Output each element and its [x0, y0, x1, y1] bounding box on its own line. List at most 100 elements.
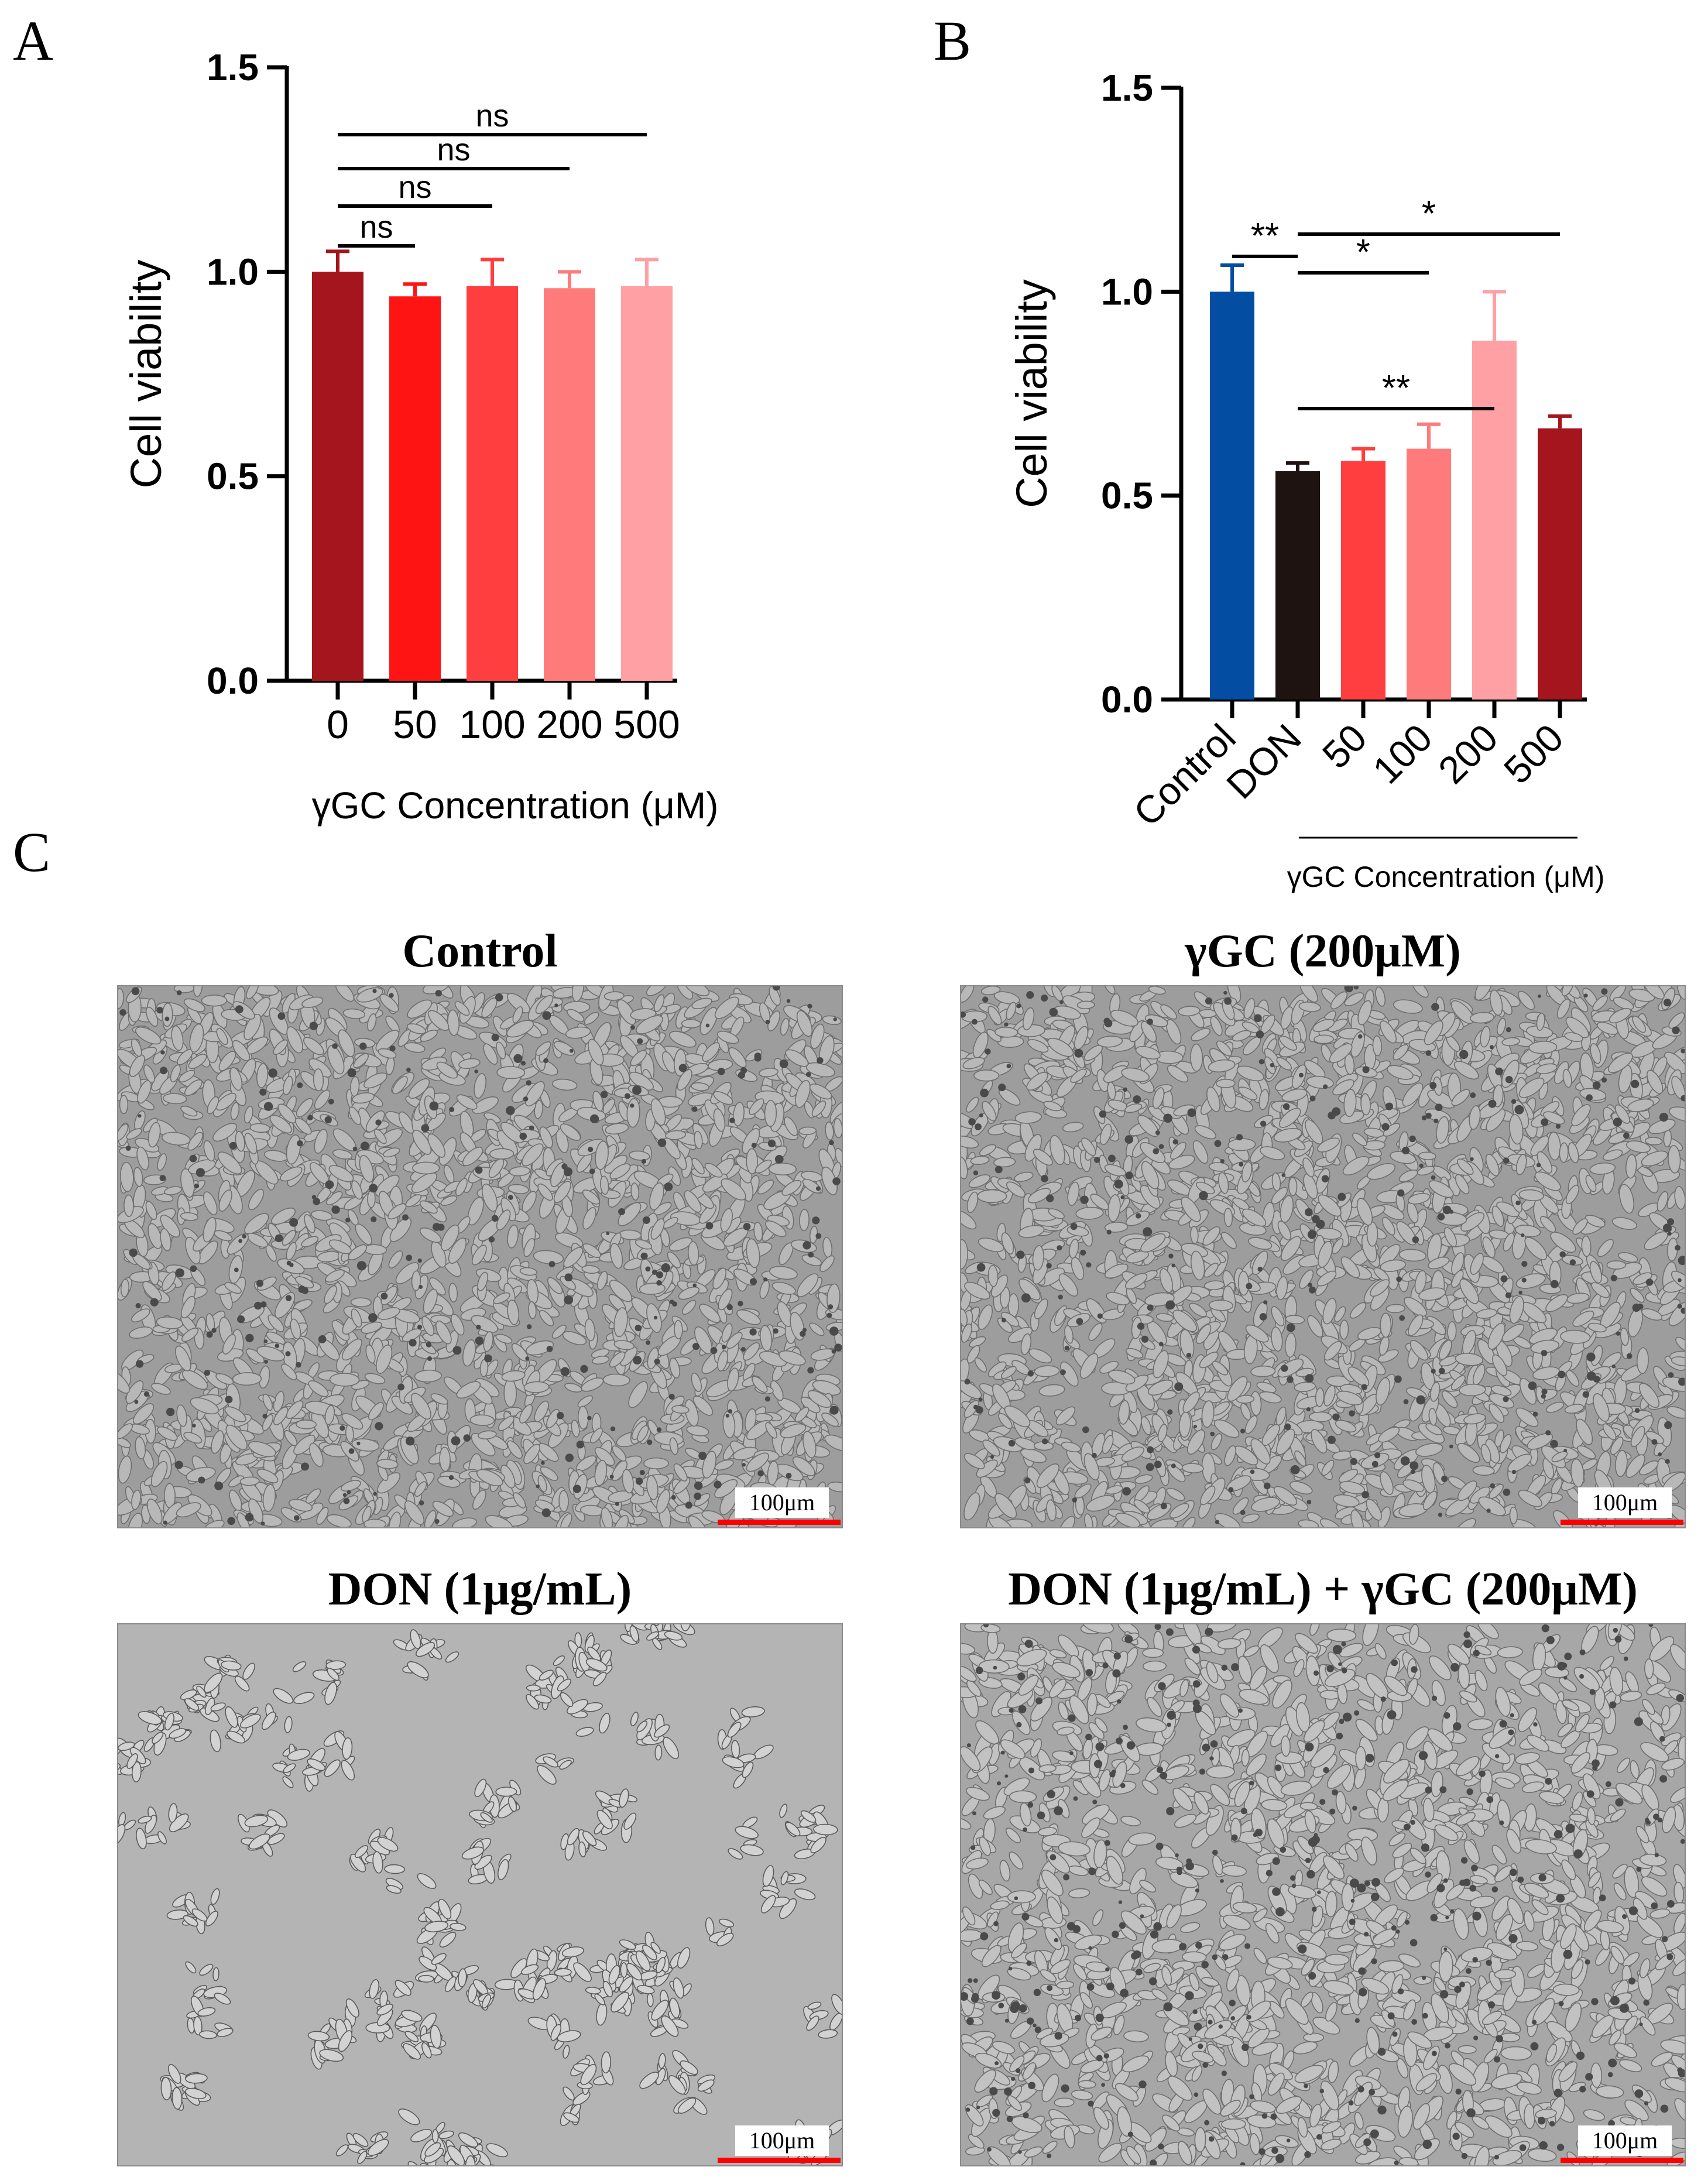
cell-nucleus: [488, 1236, 495, 1243]
significance-label: ns: [398, 170, 431, 205]
cell-nucleus: [406, 1067, 411, 1072]
cell-nucleus: [640, 1252, 648, 1260]
cell: [1150, 1518, 1178, 1527]
cell: [961, 1156, 968, 1180]
cell-nucleus: [409, 1339, 417, 1347]
cell: [819, 1255, 835, 1273]
cell: [232, 1372, 262, 1386]
cell: [970, 1156, 990, 1165]
cell: [262, 1484, 276, 1512]
cell-nucleus: [491, 1215, 499, 1222]
cell: [170, 1064, 181, 1083]
x-tick-label: 500: [1496, 716, 1572, 792]
cell: [1611, 1217, 1638, 1230]
y-tick-label: 1.5: [207, 46, 259, 88]
cell: [303, 1037, 324, 1055]
cell-nucleus: [1425, 1050, 1432, 1056]
cell-nucleus: [294, 1515, 300, 1521]
cell-nucleus: [1246, 1283, 1253, 1290]
cell-nucleus: [1059, 1369, 1066, 1376]
cell-nucleus: [372, 989, 377, 993]
cell: [156, 1316, 183, 1329]
cell: [673, 1463, 688, 1482]
cell-nucleus: [1459, 1050, 1469, 1060]
y-tick-label: 0.5: [207, 455, 259, 498]
cell: [539, 1126, 553, 1148]
cell: [1099, 1123, 1112, 1146]
cell: [746, 1238, 760, 1268]
cell-nucleus: [495, 993, 503, 1002]
cell: [780, 1017, 790, 1036]
cell-nucleus: [194, 1183, 200, 1189]
cell: [1166, 1019, 1182, 1045]
cell-nucleus: [275, 1343, 280, 1349]
cell: [592, 1091, 604, 1112]
bar: [1407, 448, 1451, 700]
cell-nucleus: [802, 1328, 807, 1332]
cell-nucleus: [525, 1356, 530, 1361]
cell-nucleus: [156, 1006, 163, 1014]
cell-nucleus: [1425, 1112, 1432, 1119]
cell: [1589, 1162, 1616, 1175]
cell-nucleus: [738, 1071, 746, 1079]
cell: [180, 1295, 196, 1319]
cell: [512, 1006, 523, 1024]
cell: [193, 986, 203, 997]
cell: [406, 1023, 426, 1034]
cell: [1271, 1187, 1288, 1205]
cell-nucleus: [587, 1415, 592, 1421]
cell: [439, 1446, 451, 1472]
cell: [474, 1073, 486, 1099]
cell-nucleus: [729, 1117, 735, 1123]
cell: [523, 1381, 550, 1393]
cell: [523, 1238, 536, 1257]
bar: [389, 296, 441, 681]
cell: [281, 1363, 297, 1380]
cell-nucleus: [1133, 1095, 1141, 1104]
cell: [717, 1350, 728, 1372]
cell-nucleus: [435, 990, 442, 997]
cell: [702, 1173, 728, 1193]
cell: [1676, 986, 1685, 1000]
cell-nucleus: [1470, 1157, 1474, 1161]
cell: [324, 1285, 337, 1304]
cell-nucleus: [143, 1391, 149, 1397]
cell-nucleus: [561, 1163, 568, 1170]
significance-label: ns: [437, 132, 470, 167]
cell: [218, 1189, 232, 1212]
cell: [613, 1307, 628, 1338]
cell-nucleus: [206, 1331, 213, 1338]
cell-nucleus: [829, 1405, 839, 1415]
cell: [1585, 1215, 1606, 1228]
cell-nucleus: [635, 1477, 643, 1485]
cell: [714, 1479, 738, 1499]
cell-nucleus: [476, 1324, 481, 1330]
cell: [674, 1319, 683, 1339]
cell: [118, 1423, 133, 1439]
cell: [993, 991, 1020, 1005]
cell: [792, 1456, 815, 1476]
cell: [721, 1178, 746, 1201]
cell: [1378, 1244, 1401, 1267]
cell: [1058, 1273, 1078, 1297]
x-tick-label: 500: [613, 702, 680, 747]
cell: [273, 1039, 289, 1055]
cell: [714, 1459, 734, 1471]
cell: [577, 1405, 589, 1430]
cell-nucleus: [1409, 1135, 1416, 1143]
cell-nucleus: [419, 1500, 424, 1506]
cell: [1380, 1471, 1394, 1495]
cell: [129, 1054, 145, 1078]
cell: [650, 1218, 665, 1240]
cell: [1530, 1135, 1549, 1156]
cell-nucleus: [1165, 1300, 1175, 1310]
cell: [609, 1280, 633, 1302]
cell: [471, 1315, 498, 1333]
cell-nucleus: [630, 1103, 635, 1108]
cell: [175, 1345, 191, 1372]
cell: [1102, 1435, 1114, 1454]
cell: [1630, 1288, 1645, 1303]
cell: [749, 1098, 764, 1115]
cell: [1350, 1302, 1367, 1319]
cell: [1496, 1017, 1506, 1036]
